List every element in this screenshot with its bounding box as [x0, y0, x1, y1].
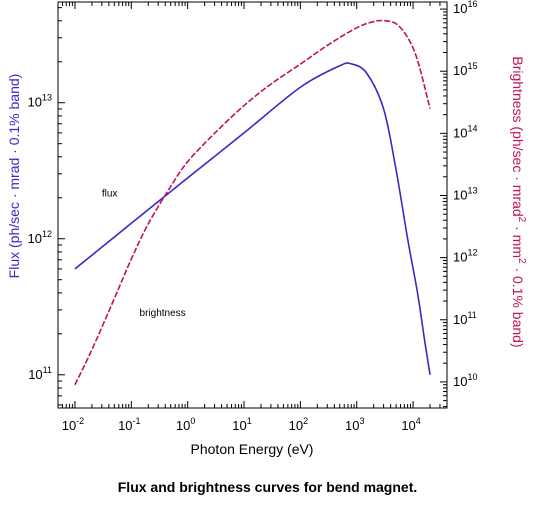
tick-exponent: -1 — [133, 416, 141, 426]
figure-caption: Flux and brightness curves for bend magn… — [117, 479, 418, 495]
label-superscript: 2 — [516, 217, 527, 223]
y-right-tick-label: 1015 — [453, 61, 477, 78]
y-left-tick-label: 1011 — [28, 365, 52, 382]
y-right-tick-label: 1014 — [453, 123, 477, 140]
tick-exponent: 16 — [467, 0, 477, 9]
tick-base: 10 — [453, 125, 467, 140]
label-part: · mm — [510, 222, 526, 258]
y-right-axis-title: Brightness (ph/sec · mrad2 · mm2 · 0.1% … — [510, 56, 527, 347]
tick-exponent: 15 — [467, 61, 477, 71]
x-tick-label: 101 — [232, 416, 251, 433]
tick-base: 10 — [118, 418, 132, 433]
flux-series-line — [74, 62, 431, 375]
x-tick-labels: 10-2 10-1 100 101 102 103 104 — [62, 416, 421, 433]
x-tick-label: 103 — [345, 416, 364, 433]
tick-base: 10 — [232, 418, 246, 433]
tick-base: 10 — [453, 374, 467, 389]
tick-base: 10 — [176, 418, 190, 433]
tick-exponent: 3 — [359, 416, 364, 426]
x-tick-label: 100 — [176, 416, 195, 433]
brightness-series-line — [74, 19, 431, 386]
y-left-tick-label: 1012 — [28, 229, 52, 246]
tick-exponent: -2 — [76, 416, 84, 426]
annotation-label: flux — [102, 188, 118, 199]
y-left-axis-title: Flux (ph/sec · mrad · 0.1% band) — [6, 74, 22, 279]
x-tick-label: 102 — [289, 416, 308, 433]
tick-exponent: 0 — [190, 416, 195, 426]
tick-base: 10 — [62, 418, 76, 433]
y-left-tick-label: 1013 — [28, 93, 52, 110]
tick-exponent: 10 — [467, 372, 477, 382]
tick-exponent: 11 — [43, 365, 52, 375]
tick-exponent: 13 — [42, 93, 52, 103]
tick-base: 10 — [28, 95, 42, 110]
axis-ticks — [57, 2, 448, 408]
tick-exponent: 11 — [467, 310, 476, 320]
tick-exponent: 1 — [247, 416, 252, 426]
annotations: flux brightness — [102, 188, 186, 319]
y-right-tick-label: 1016 — [453, 0, 477, 16]
plot-frame — [57, 1, 448, 409]
annotation-label: brightness — [140, 308, 186, 319]
tick-base: 10 — [345, 418, 359, 433]
tick-base: 10 — [453, 187, 467, 202]
y-right-tick-label: 1010 — [453, 372, 477, 389]
tick-exponent: 14 — [467, 123, 477, 133]
tick-exponent: 13 — [467, 185, 477, 195]
y-right-tick-label: 1011 — [453, 310, 477, 327]
tick-base: 10 — [453, 1, 467, 16]
tick-base: 10 — [401, 418, 415, 433]
tick-base: 10 — [289, 418, 303, 433]
tick-base: 10 — [28, 367, 42, 382]
y-right-tick-label: 1012 — [453, 248, 477, 265]
tick-base: 10 — [28, 231, 42, 246]
y-right-tick-label: 1013 — [453, 185, 477, 202]
x-axis-title: Photon Energy (eV) — [191, 441, 314, 457]
label-part: · 0.1% band) — [510, 264, 526, 348]
label-superscript: 2 — [516, 258, 527, 264]
tick-exponent: 4 — [416, 416, 421, 426]
x-tick-label: 10-1 — [118, 416, 140, 433]
tick-base: 10 — [453, 312, 467, 327]
x-tick-label: 104 — [401, 416, 420, 433]
x-tick-label: 10-2 — [62, 416, 84, 433]
label-part: Brightness (ph/sec · mrad — [510, 56, 526, 216]
tick-exponent: 12 — [42, 229, 52, 239]
tick-exponent: 12 — [467, 248, 477, 258]
tick-base: 10 — [453, 250, 467, 265]
tick-exponent: 2 — [303, 416, 308, 426]
tick-base: 10 — [453, 63, 467, 78]
